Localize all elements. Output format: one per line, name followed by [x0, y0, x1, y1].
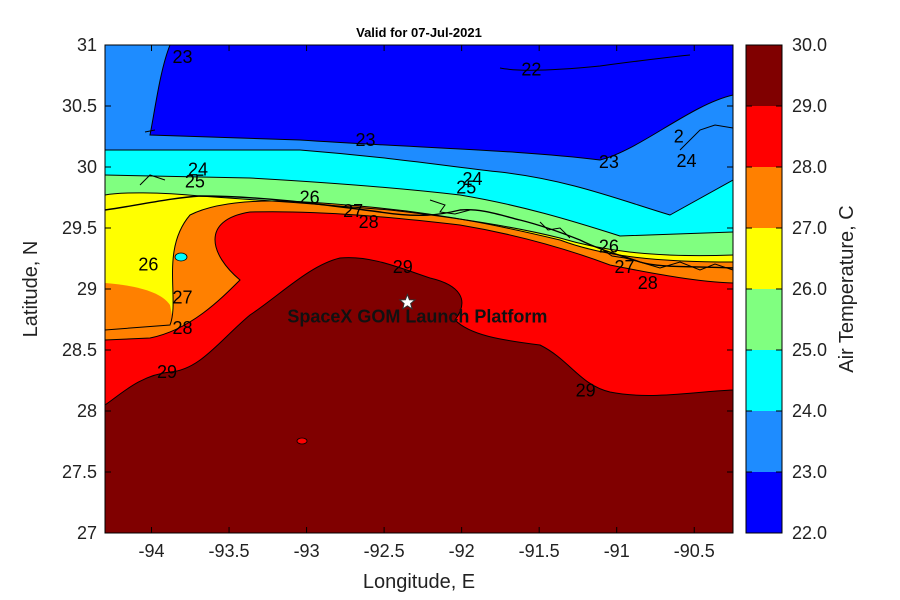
- y-tick-label: 27.5: [62, 462, 97, 482]
- contour-label: 24: [462, 169, 482, 189]
- x-tick-label: -93.5: [209, 541, 250, 561]
- y-tick-label: 27: [77, 523, 97, 543]
- y-tick-label: 31: [77, 35, 97, 55]
- contour-label: 28: [173, 318, 193, 338]
- contour-label: 29: [393, 257, 413, 277]
- x-tick-label: -92: [449, 541, 475, 561]
- contour-label: 23: [355, 130, 375, 150]
- launch-platform-marker-star[interactable]: [398, 292, 417, 311]
- temperature-contour-map[interactable]: [105, 45, 733, 533]
- colorbar-tick-label: 25.0: [792, 340, 827, 360]
- y-axis-ticks: 31 30.5 30 29.5 29 28.5 28 27.5 27: [62, 35, 733, 543]
- colorbar-tick-label: 27.0: [792, 218, 827, 238]
- contour-label: 24: [676, 151, 696, 171]
- x-axis-label: Longitude, E: [363, 571, 475, 593]
- y-tick-label: 28.5: [62, 340, 97, 360]
- y-tick-label: 29.5: [62, 218, 97, 238]
- platform-annotation: SpaceX GOM Launch Platform: [287, 306, 547, 326]
- contour-label: 27: [343, 201, 363, 221]
- x-tick-label: -91: [604, 541, 630, 561]
- contour-label: 29: [576, 380, 596, 400]
- x-axis-ticks: -94 -93.5 -93 -92.5 -92 -91.5 -91 -90.5: [139, 45, 715, 561]
- contour-label: 23: [599, 152, 619, 172]
- contour-label: 29: [157, 362, 177, 382]
- colorbar-band-23-24: [746, 411, 782, 472]
- small-contour-island-2: [296, 437, 308, 445]
- y-tick-label: 29: [77, 279, 97, 299]
- colorbar-tick-label: 30.0: [792, 35, 827, 55]
- contour-label: 26: [300, 188, 320, 208]
- colorbar-band-29-30: [746, 45, 782, 106]
- y-tick-label: 28: [77, 401, 97, 421]
- contour-label: 28: [638, 273, 658, 293]
- y-axis-label: Latitude, N: [20, 241, 42, 338]
- x-tick-label: -93: [294, 541, 320, 561]
- band-29-30: [105, 257, 733, 533]
- x-tick-label: -90.5: [674, 541, 715, 561]
- y-tick-label: 30: [77, 157, 97, 177]
- x-tick-label: -94: [139, 541, 165, 561]
- contour-label: 26: [599, 236, 619, 256]
- contour-label: 22: [521, 59, 541, 79]
- small-contour-island: [174, 252, 188, 262]
- contour-label: 26: [138, 255, 158, 275]
- coastline-bays: [139, 124, 733, 271]
- colorbar-tick-label: 23.0: [792, 462, 827, 482]
- contour-label: 23: [173, 47, 193, 67]
- contour-label: 2: [674, 127, 684, 147]
- colorbar-band-26-27: [746, 228, 782, 289]
- colorbar-band-28-29: [746, 106, 782, 167]
- y-tick-label: 30.5: [62, 96, 97, 116]
- contour-lines: [105, 45, 733, 406]
- colorbar-label: Air Temperature, C: [836, 205, 858, 372]
- colorbar-band-24-25: [746, 350, 782, 411]
- x-tick-label: -91.5: [519, 541, 560, 561]
- colorbar-band-25-26: [746, 289, 782, 350]
- contour-label: 25: [456, 178, 476, 198]
- contour-label: 27: [614, 257, 634, 277]
- colorbar-tick-label: 29.0: [792, 96, 827, 116]
- contour-label: 28: [359, 212, 379, 232]
- colorbar-tick-label: 24.0: [792, 401, 827, 421]
- colorbar-tick-label: 22.0: [792, 523, 827, 543]
- colorbar-ticks: 30.0 29.0 28.0 27.0 26.0 25.0 24.0 23.0 22.0: [746, 35, 827, 543]
- contour-label: 25: [185, 172, 205, 192]
- colorbar-tick-label: 26.0: [792, 279, 827, 299]
- x-tick-label: -92.5: [364, 541, 405, 561]
- colorbar-tick-label: 28.0: [792, 157, 827, 177]
- colorbar-band-22-23: [746, 472, 782, 533]
- colorbar-band-27-28: [746, 167, 782, 228]
- contour-label: 24: [188, 159, 208, 179]
- band-27-28: [105, 283, 175, 335]
- colorbar: [746, 45, 782, 533]
- contour-label: 27: [173, 288, 193, 308]
- map-title: Valid for 07-Jul-2021: [356, 25, 482, 40]
